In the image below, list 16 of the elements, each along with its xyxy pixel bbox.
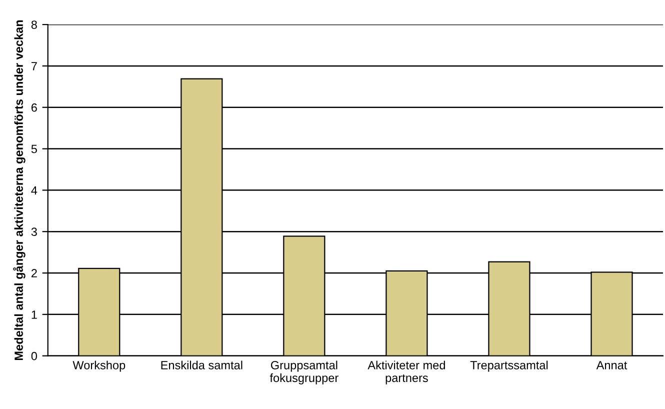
y-axis-title: Medeltal antal gånger aktiviteterna genomförts under veckan: [13, 20, 26, 360]
x-tick-label: Aktiviteter med partners: [368, 360, 445, 384]
y-tick-label: 5: [31, 144, 37, 154]
x-tick-label: Workshop: [72, 360, 126, 372]
x-tick-label: Gruppsamtal fokusgrupper: [270, 360, 338, 384]
x-tick-label: Annat: [596, 361, 628, 370]
y-tick-label: 0: [31, 352, 37, 360]
y-tick-label: 1: [32, 310, 37, 319]
y-tick-label: 7: [32, 62, 37, 70]
x-tick-label: Trepartssamtal: [470, 360, 548, 372]
x-tick-label: Enskilda samtal: [161, 360, 242, 370]
y-tick-label: 2: [31, 269, 37, 278]
y-tick-label: 6: [32, 103, 37, 112]
y-tick-label: 4: [31, 186, 38, 194]
y-tick-label: 3: [31, 228, 37, 236]
y-tick-label: 8: [31, 20, 37, 29]
